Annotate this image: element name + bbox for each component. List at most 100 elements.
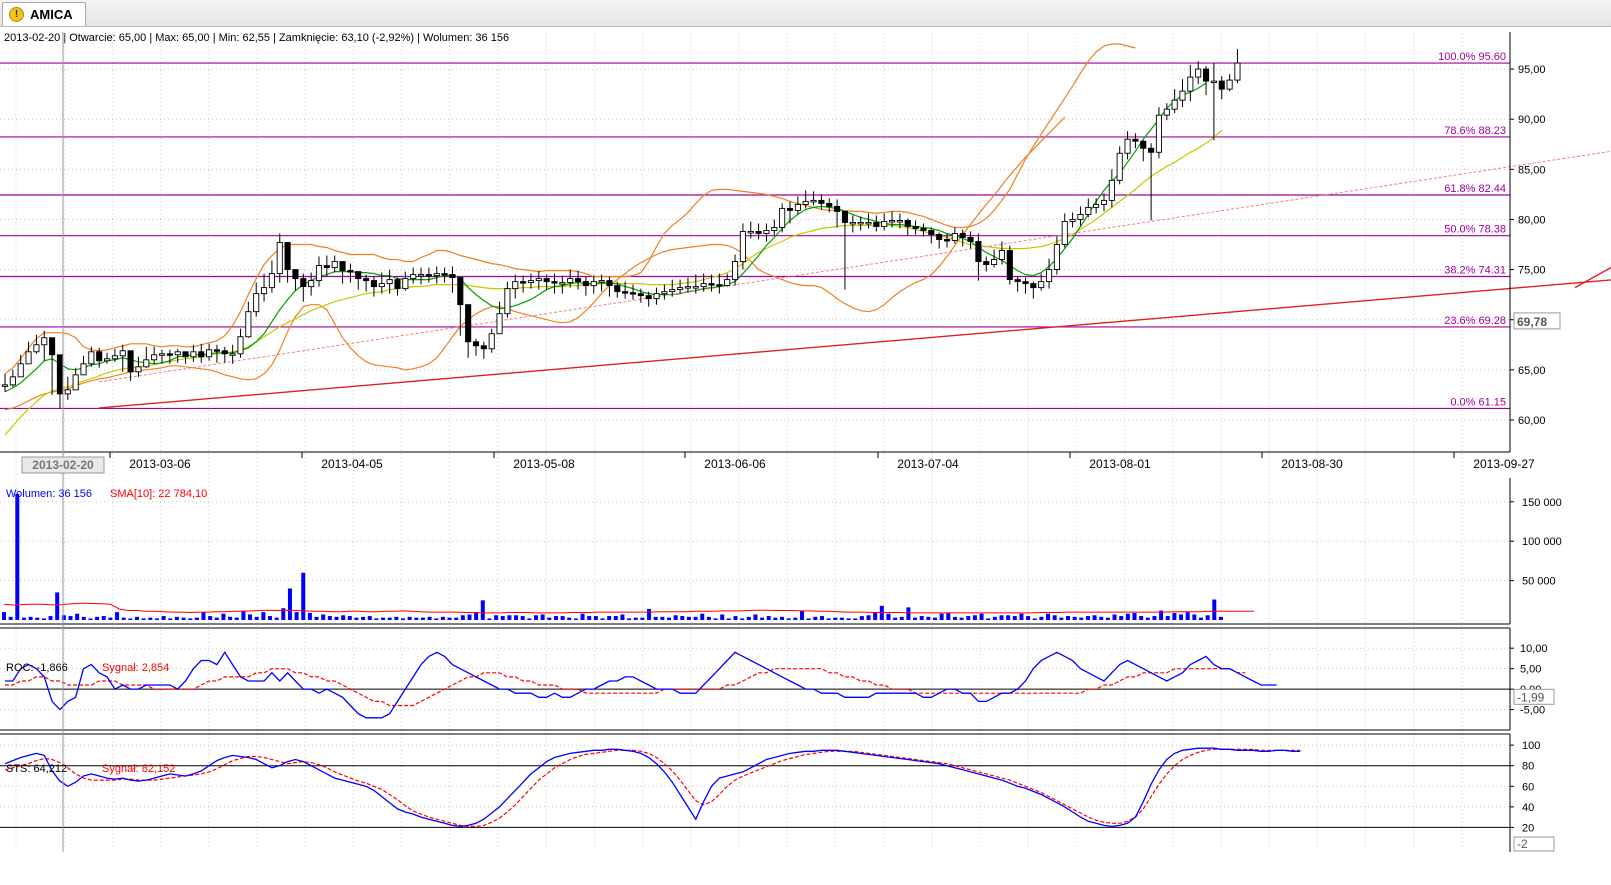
volume-bar: [1006, 615, 1011, 620]
volume-bar: [294, 612, 299, 620]
candle: [1187, 76, 1194, 92]
volume-sma-line: [3, 602, 1254, 614]
volume-bar: [347, 616, 352, 620]
volume-bar: [1132, 612, 1137, 620]
candle: [1226, 79, 1233, 90]
x-tick-label: 2013-08-01: [1089, 457, 1151, 471]
volume-bar: [773, 617, 778, 620]
volume-bar: [1079, 617, 1084, 620]
candle: [1140, 140, 1147, 149]
volume-legend: Wolumen: 36 156: [6, 488, 92, 500]
candle: [245, 311, 252, 338]
last-value-box: [1513, 836, 1555, 852]
volume-bar: [55, 592, 60, 620]
candle: [881, 220, 888, 227]
volume-bar: [633, 617, 638, 620]
candle: [300, 278, 307, 288]
candle: [739, 231, 746, 262]
volume-bar: [600, 618, 605, 620]
candle: [1108, 179, 1115, 201]
volume-bar: [61, 615, 66, 620]
candle: [771, 227, 778, 231]
candle: [276, 242, 283, 275]
candle: [308, 280, 315, 288]
volume-bar: [1099, 616, 1104, 620]
trend-line: [99, 279, 1611, 409]
candle: [661, 291, 668, 295]
roc-legend: ROC: -1,866: [6, 662, 68, 674]
candle: [323, 265, 330, 269]
x-tick-label: 2013-03-06: [129, 457, 191, 471]
volume-bar: [866, 615, 871, 620]
candle: [284, 242, 291, 271]
volume-bar: [567, 617, 572, 620]
candle: [488, 333, 495, 350]
volume-bar: [966, 616, 971, 620]
volume-bar: [1165, 616, 1170, 620]
volume-bar: [1139, 616, 1144, 620]
volume-bar: [374, 618, 379, 620]
volume-bar: [188, 618, 193, 620]
sts-legend: STS: 64,212: [6, 763, 67, 775]
candle: [347, 270, 354, 273]
candle: [818, 199, 825, 204]
candle: [1022, 281, 1029, 285]
candle: [622, 291, 629, 294]
y-tick-label: 150 000: [1522, 497, 1562, 509]
candle: [567, 278, 574, 284]
candle: [182, 351, 189, 358]
candle: [229, 353, 236, 356]
volume-bar: [547, 617, 552, 620]
candle: [834, 205, 841, 212]
volume-bar: [680, 616, 685, 620]
candle: [889, 219, 896, 223]
volume-bar: [241, 610, 246, 620]
candle: [716, 284, 723, 287]
volume-bar: [221, 613, 226, 620]
volume-bar: [999, 615, 1004, 620]
volume-bar: [992, 616, 997, 620]
volume-bar: [919, 616, 924, 620]
volume-bar: [514, 615, 519, 620]
volume-bar: [507, 615, 512, 620]
volume-bar: [248, 614, 253, 620]
volume-bar: [693, 616, 698, 620]
candle: [496, 313, 503, 335]
candle: [261, 287, 268, 295]
volume-bar: [979, 613, 984, 620]
tab-amica[interactable]: ! AMICA: [2, 2, 86, 26]
candle: [535, 278, 542, 282]
candle: [512, 281, 519, 290]
volume-bar: [135, 616, 139, 620]
volume-bar: [560, 616, 565, 620]
warning-icon: !: [9, 7, 24, 22]
y-tick-label: 40: [1522, 802, 1534, 814]
candle: [425, 274, 432, 277]
trend-line: [99, 150, 1611, 383]
candle: [991, 259, 998, 266]
volume-bar: [673, 615, 678, 620]
volume-bar: [1026, 616, 1031, 620]
volume-bar: [361, 616, 366, 620]
y-tick-label: 20: [1522, 822, 1534, 834]
volume-bar: [88, 618, 93, 620]
volume-bar: [121, 617, 126, 620]
candle: [904, 219, 911, 227]
candle: [56, 354, 63, 395]
candle: [1014, 279, 1021, 283]
candle: [268, 273, 275, 289]
y-tick-label: 65,00: [1518, 365, 1546, 377]
volume-bar: [21, 617, 26, 620]
volume-bar: [587, 616, 592, 620]
candle: [763, 230, 770, 234]
candle: [645, 295, 652, 300]
last-value-label: 69,78: [1517, 315, 1547, 329]
volume-bar: [208, 616, 213, 620]
volume-bar: [401, 618, 405, 620]
candle: [928, 230, 935, 235]
volume-bar: [640, 617, 645, 620]
volume-bar: [474, 612, 479, 620]
y-tick-label: 100 000: [1522, 536, 1562, 548]
candle: [873, 222, 880, 227]
